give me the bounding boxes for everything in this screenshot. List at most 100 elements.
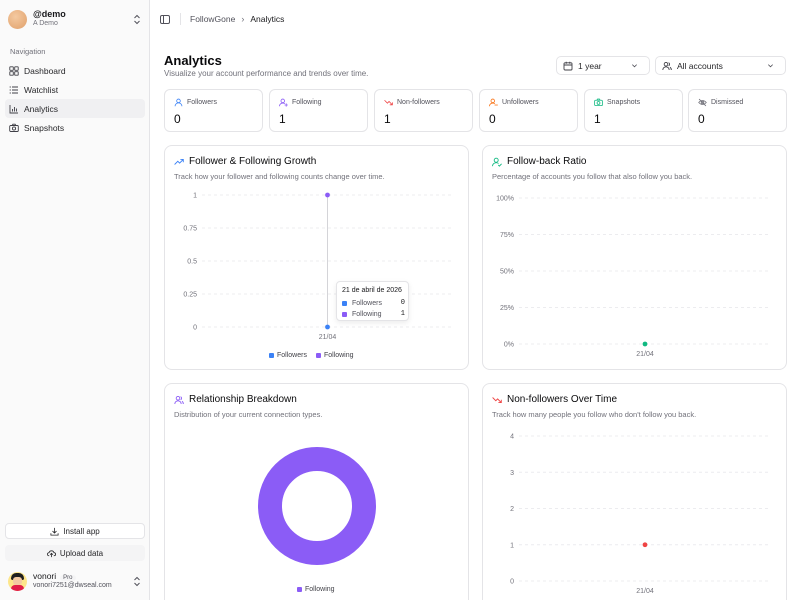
x-tick-label: 21/04 <box>636 351 654 358</box>
nonfollowers-chart-panel: Non-followers Over Time Track how many p… <box>482 383 787 600</box>
account-switcher[interactable]: @demo A Demo <box>8 7 142 31</box>
panel-description: Track how many people you follow who don… <box>492 410 697 419</box>
breadcrumb-item-followgone[interactable]: FollowGone <box>190 14 236 24</box>
range-select-value: 1 year <box>578 60 602 71</box>
dashboard-icon <box>9 65 19 76</box>
breakdown-chart <box>258 447 376 565</box>
stat-label: Dismissed <box>711 99 744 106</box>
data-point-following <box>325 192 330 198</box>
y-tick-label: 25% <box>500 305 514 312</box>
legend-item-following[interactable]: Following <box>315 352 354 359</box>
stat-value: 0 <box>698 112 705 126</box>
chart-legend: Followers Following <box>269 352 363 359</box>
list-icon <box>9 85 18 94</box>
users-icon <box>662 61 672 70</box>
panel-description: Track how your follower and following co… <box>174 172 385 181</box>
user-icon <box>174 98 183 107</box>
eye-off-icon <box>698 98 707 107</box>
trend-up-icon <box>174 158 184 165</box>
cloud-upload-icon <box>46 550 56 557</box>
sidebar-item-watchlist[interactable]: Watchlist <box>5 80 145 99</box>
sidebar-item-label: Snapshots <box>24 122 65 133</box>
users-icon <box>174 395 184 404</box>
stat-card-followers: Followers 0 <box>164 89 263 132</box>
chevron-down-icon <box>768 64 773 68</box>
stat-card-following: Following 1 <box>269 89 368 132</box>
nav-section-label: Navigation <box>10 47 46 56</box>
followback-chart: 0% 25% 50% 75% 100% 21/04 <box>496 196 771 358</box>
account-select-value: All accounts <box>677 60 723 71</box>
nav-list: Dashboard Watchlist Analytics Snapshots <box>5 61 145 137</box>
upload-data-button[interactable]: Upload data <box>5 545 145 561</box>
calendar-icon <box>563 61 573 70</box>
stat-card-unfollowers: Unfollowers 0 <box>479 89 578 132</box>
panel-title: Follower & Following Growth <box>189 156 317 167</box>
stat-value: 1 <box>279 112 286 126</box>
stat-label: Snapshots <box>607 99 641 106</box>
user-email: vonori7251@dwseal.com <box>33 581 112 589</box>
sidebar-item-label: Dashboard <box>24 65 66 76</box>
chevron-down-icon <box>632 64 637 68</box>
account-name: A Demo <box>33 20 58 28</box>
chevrons-up-down-icon <box>132 576 142 587</box>
page-subtitle: Visualize your account performance and t… <box>164 69 369 78</box>
sidebar-item-analytics[interactable]: Analytics <box>5 99 145 118</box>
user-check-icon <box>492 157 502 167</box>
upload-data-label: Upload data <box>59 548 104 558</box>
install-app-button[interactable]: Install app <box>5 523 145 539</box>
tooltip-title: 21 de abril de 2026 <box>342 287 402 294</box>
growth-chart-panel: Follower & Following Growth Track how yo… <box>164 145 469 370</box>
tooltip-row-followers: Followers 0 <box>342 299 405 307</box>
panel-title: Non-followers Over Time <box>507 394 618 405</box>
user-menu[interactable]: vonori Pro vonori7251@dwseal.com <box>8 569 142 593</box>
trend-down-icon <box>492 396 502 403</box>
stat-label: Unfollowers <box>502 99 539 106</box>
user-plus-icon <box>279 98 288 107</box>
user-minus-icon <box>489 98 498 107</box>
sidebar-toggle-icon[interactable] <box>160 14 170 24</box>
user-avatar <box>8 571 27 591</box>
y-tick-label: 50% <box>500 269 514 276</box>
divider <box>180 13 181 25</box>
stat-value: 0 <box>174 112 181 126</box>
sidebar-item-snapshots[interactable]: Snapshots <box>5 118 145 137</box>
sidebar-item-dashboard[interactable]: Dashboard <box>5 61 145 80</box>
y-tick-label: 3 <box>510 470 514 477</box>
x-tick-label: 21/04 <box>319 334 337 341</box>
legend-item-following[interactable]: Following <box>297 586 335 593</box>
stat-value: 0 <box>489 112 496 126</box>
breakdown-chart-panel: Relationship Breakdown Distribution of y… <box>164 383 469 600</box>
panel-description: Percentage of accounts you follow that a… <box>492 172 693 181</box>
sidebar-item-label: Analytics <box>24 103 59 114</box>
chart-legend: Following <box>297 586 344 593</box>
panel-description: Distribution of your current connection … <box>174 410 323 419</box>
y-tick-label: 2 <box>510 506 514 513</box>
y-tick-label: 75% <box>500 232 514 239</box>
tooltip-row-following: Following 1 <box>342 310 405 318</box>
y-tick-label: 0 <box>193 325 197 332</box>
panel-title: Relationship Breakdown <box>189 394 297 405</box>
camera-icon <box>594 98 603 107</box>
account-select[interactable]: All accounts <box>655 56 786 75</box>
chart-icon <box>9 104 18 113</box>
legend-item-followers[interactable]: Followers <box>269 352 307 359</box>
page-title: Analytics <box>164 53 222 68</box>
y-tick-label: 4 <box>510 434 514 441</box>
range-select[interactable]: 1 year <box>556 56 650 75</box>
growth-chart: 0 0.25 0.5 0.75 1 21/04 <box>183 192 453 341</box>
breadcrumb-item-analytics: Analytics <box>250 14 285 24</box>
stat-card-dismissed: Dismissed 0 <box>688 89 787 132</box>
nonfollowers-chart: 0 1 2 3 4 21/04 <box>510 434 771 595</box>
x-tick-label: 21/04 <box>636 588 654 595</box>
y-tick-label: 1 <box>193 193 197 200</box>
y-tick-label: 0.5 <box>187 259 197 266</box>
sidebar-item-label: Watchlist <box>24 84 59 95</box>
y-tick-label: 0% <box>504 342 514 349</box>
breadcrumb: FollowGone › Analytics <box>190 14 284 24</box>
y-tick-label: 0.25 <box>183 292 197 299</box>
data-point-followers <box>325 324 330 330</box>
pie-slice-following <box>258 447 376 565</box>
camera-icon <box>9 123 19 132</box>
sidebar: @demo A Demo Navigation Dashboard Watchl… <box>0 0 150 600</box>
data-point-series-0 <box>642 542 648 548</box>
